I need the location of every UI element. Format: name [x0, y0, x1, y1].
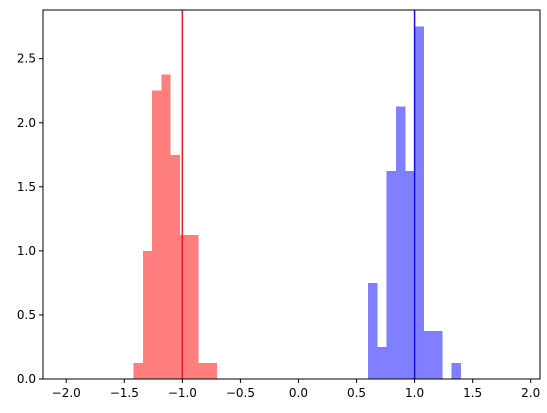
histogram-bar — [405, 170, 415, 379]
x-tick-label: −1.0 — [168, 386, 197, 400]
histogram-bar — [198, 362, 208, 379]
y-tick-label: 1.5 — [17, 180, 36, 194]
histogram-bar — [414, 26, 424, 379]
histogram-bar — [142, 250, 153, 379]
histogram-bar — [396, 106, 406, 379]
y-tick-label: 2.5 — [17, 52, 36, 66]
x-axis: −2.0 −1.5 −1.0 −0.5 0.0 0.5 1.0 1.5 2.0 — [52, 379, 540, 400]
histogram-bar — [451, 362, 462, 379]
y-tick-label: 0.0 — [17, 372, 36, 386]
histogram-bar — [377, 346, 387, 379]
y-axis: 0.0 0.5 1.0 1.5 2.0 2.5 — [17, 52, 43, 386]
histogram-bar — [189, 234, 199, 379]
x-tick-label: −1.5 — [110, 386, 139, 400]
histogram-bar — [433, 330, 443, 379]
plot-background — [43, 10, 540, 379]
y-tick-label: 0.5 — [17, 308, 36, 322]
x-tick-label: −0.5 — [226, 386, 255, 400]
x-tick-label: 1.5 — [463, 386, 482, 400]
histogram-bar — [207, 362, 218, 379]
x-tick-label: −2.0 — [52, 386, 81, 400]
histogram-bar — [386, 170, 397, 379]
x-tick-label: 1.0 — [405, 386, 424, 400]
x-tick-label: 2.0 — [521, 386, 540, 400]
histogram-bar — [368, 282, 378, 379]
histogram-bar — [133, 362, 143, 379]
x-tick-label: 0.5 — [347, 386, 366, 400]
histogram-bar — [161, 74, 171, 379]
x-tick-label: 0.0 — [289, 386, 308, 400]
reference-lines-group — [181, 10, 416, 379]
histogram-bar — [423, 330, 434, 379]
bars-group — [133, 26, 462, 379]
histogram-bar — [170, 154, 181, 379]
y-tick-label: 1.0 — [17, 244, 36, 258]
y-tick-label: 2.0 — [17, 116, 36, 130]
histogram-bar — [152, 90, 162, 379]
plot-frame — [42, 9, 541, 380]
histogram-bar — [180, 234, 190, 379]
